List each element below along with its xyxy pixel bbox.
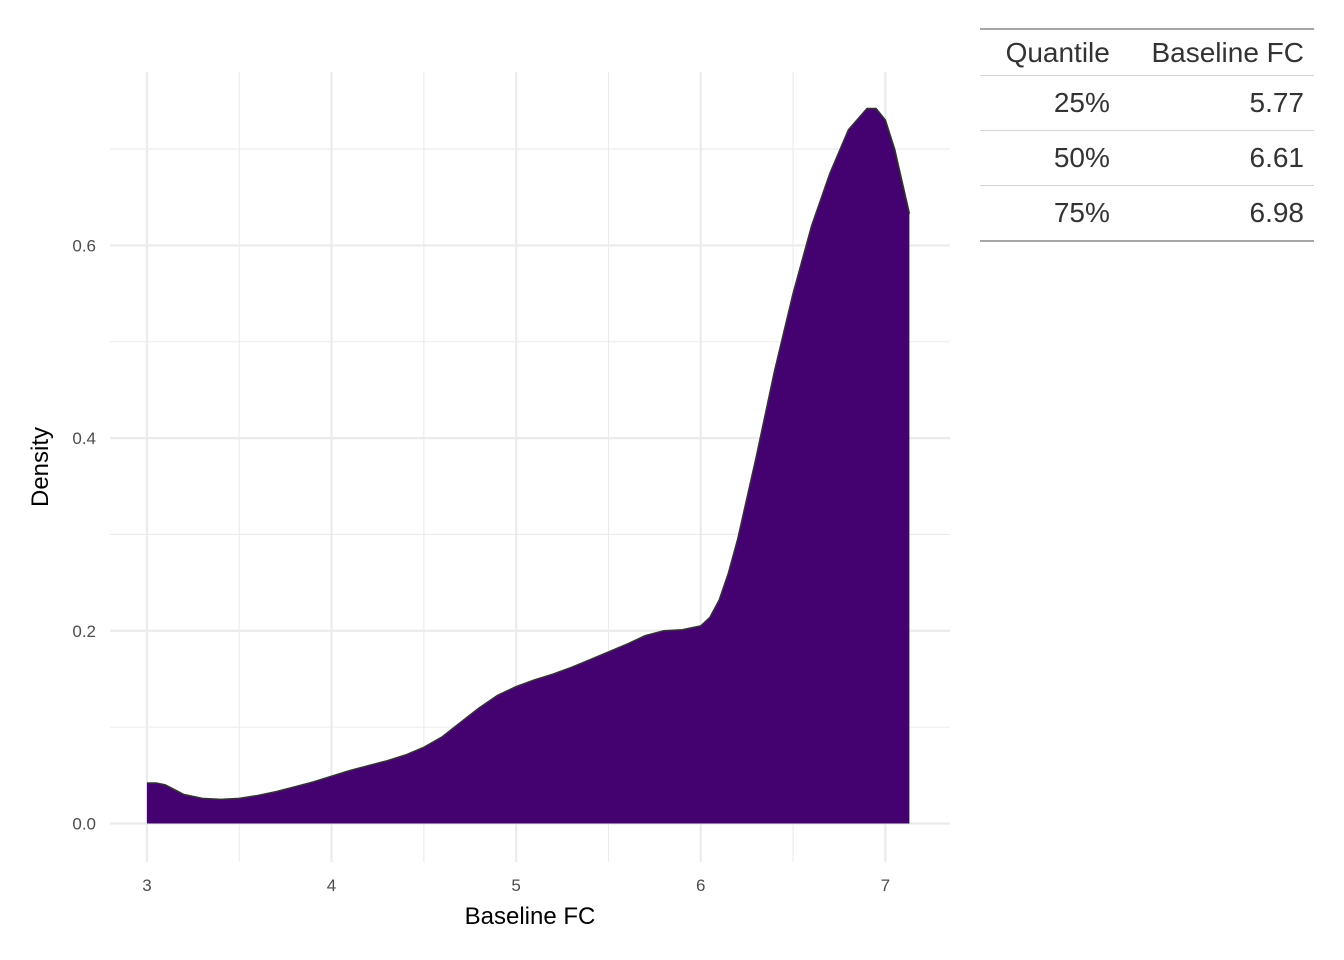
column-header-quantile: Quantile	[980, 28, 1120, 76]
table-header-row: Quantile Baseline FC	[980, 28, 1314, 76]
x-tick-label: 5	[511, 876, 520, 895]
quantile-cell: 75%	[980, 185, 1120, 242]
quantile-cell: 25%	[980, 75, 1120, 131]
y-tick-label: 0.4	[72, 429, 96, 448]
y-tick-label: 0.6	[72, 236, 96, 255]
quantile-table: Quantile Baseline FC 25% 5.77 50% 6.61 7…	[980, 28, 1314, 242]
table-row: 50% 6.61	[980, 130, 1314, 186]
value-cell: 5.77	[1119, 75, 1314, 131]
density-curve	[146, 107, 911, 801]
y-tick-label: 0.0	[72, 814, 96, 833]
density-area-layer	[146, 107, 911, 824]
table-row: 25% 5.77	[980, 75, 1314, 131]
x-tick-label: 7	[881, 876, 890, 895]
value-cell: 6.98	[1119, 185, 1314, 242]
value-cell: 6.61	[1119, 130, 1314, 186]
y-tick-label: 0.2	[72, 622, 96, 641]
quantile-cell: 50%	[980, 130, 1120, 186]
x-tick-label: 4	[327, 876, 336, 895]
tick-label-layer: 3 4 5 6 7 0.0 0.2 0.4 0.6	[72, 236, 890, 895]
table-row: 75% 6.98	[980, 185, 1314, 242]
x-tick-label: 3	[142, 876, 151, 895]
density-area	[146, 108, 910, 824]
y-axis-title: Density	[27, 427, 54, 507]
x-tick-label: 6	[696, 876, 705, 895]
x-axis-title: Baseline FC	[465, 903, 596, 930]
column-header-baseline-fc: Baseline FC	[1119, 28, 1314, 76]
